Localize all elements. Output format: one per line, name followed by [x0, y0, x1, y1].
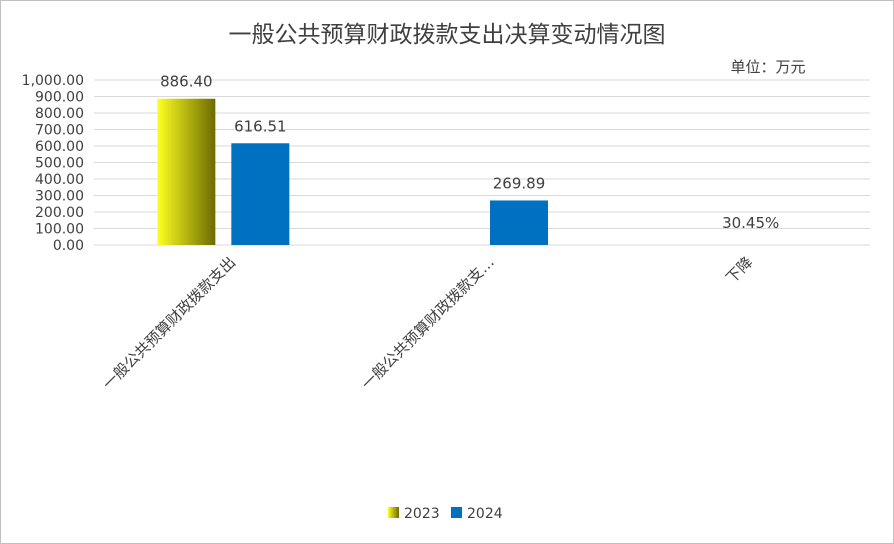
y-tick-label: 600.00	[35, 139, 84, 155]
data-label: 269.89	[493, 174, 546, 192]
bar-2024-0	[231, 143, 290, 245]
y-tick-label: 300.00	[35, 189, 84, 205]
x-category-label: 一般公共预算财政拨款支出	[99, 253, 239, 393]
y-tick-label: 100.00	[35, 222, 84, 238]
legend-label-2024: 2024	[467, 506, 503, 522]
bars	[157, 98, 548, 245]
data-label: 616.51	[234, 117, 287, 135]
y-axis-ticks: 0.00100.00200.00300.00400.00500.00600.00…	[22, 73, 84, 254]
data-labels: 886.40 616.51 269.89 30.45%	[160, 73, 779, 232]
data-label: 886.40	[160, 73, 213, 91]
y-tick-label: 500.00	[35, 156, 84, 172]
y-tick-label: 900.00	[35, 90, 84, 106]
legend-swatch-2024	[451, 507, 462, 518]
legend-swatch-2023	[388, 507, 399, 518]
x-category-label: 下降	[723, 253, 757, 287]
unit-label: 单位：万元	[730, 58, 805, 76]
legend: 2023 2024	[388, 506, 503, 522]
gridlines	[94, 79, 870, 246]
change-label: 30.45%	[722, 214, 779, 232]
y-tick-label: 200.00	[35, 205, 84, 221]
chart-title: 一般公共预算财政拨款支出决算变动情况图	[229, 22, 666, 48]
y-tick-label: 1,000.00	[22, 73, 84, 89]
x-axis-categories: 一般公共预算财政拨款支出 一般公共预算财政拨款支… 下降	[99, 253, 756, 393]
bar-2024-1	[490, 200, 548, 245]
y-tick-label: 400.00	[35, 172, 84, 188]
y-tick-label: 800.00	[35, 106, 84, 122]
x-category-label: 一般公共预算财政拨款支…	[358, 253, 498, 393]
legend-label-2023: 2023	[404, 506, 440, 522]
y-tick-label: 0.00	[53, 238, 84, 254]
y-tick-label: 700.00	[35, 123, 84, 139]
bar-2023-0	[157, 98, 216, 245]
